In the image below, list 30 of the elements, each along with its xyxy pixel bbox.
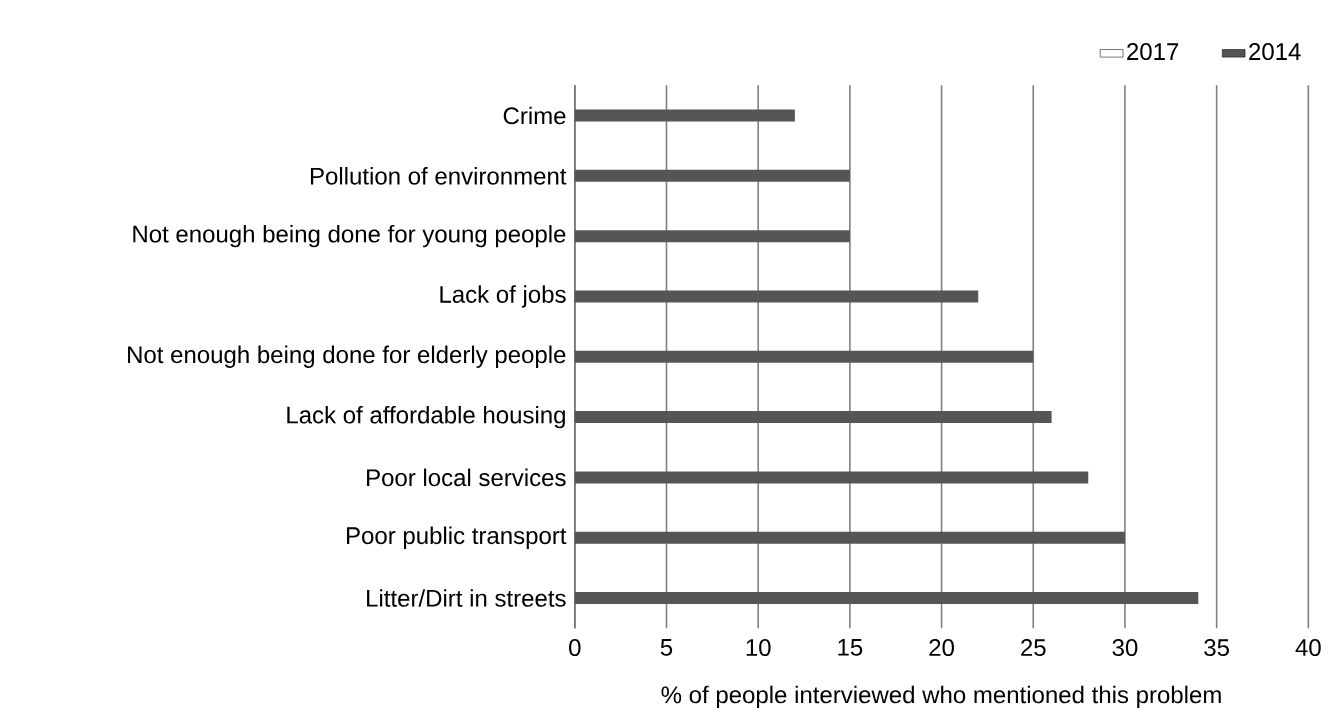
x-tick-label: 15	[838, 639, 863, 656]
bar	[574, 591, 1199, 604]
y-tick-label: Lack of affordable housing	[287, 405, 565, 429]
bar	[574, 169, 850, 182]
bar	[574, 350, 1034, 363]
bar	[574, 230, 850, 243]
x-tick-label: 20	[929, 639, 954, 657]
bar	[574, 410, 1052, 423]
y-tick-label: Poor public transport	[347, 526, 567, 549]
y-tick-label: Crime	[503, 106, 566, 125]
y-tick-label: Litter/Dirt in streets	[367, 589, 566, 607]
bar	[574, 531, 1125, 544]
x-tick-label: 0	[569, 639, 581, 657]
y-tick-label: Poor local services	[367, 468, 566, 487]
legend-label: 2017	[1127, 43, 1179, 61]
x-tick-label: 35	[1204, 639, 1229, 657]
legend-label: 2014	[1249, 43, 1301, 61]
x-tick-label: 5	[660, 639, 673, 656]
x-tick-label: 25	[1021, 639, 1046, 657]
y-tick-label: Pollution of environment	[310, 166, 567, 185]
x-tick-label: 10	[746, 639, 771, 657]
x-tick-label: 30	[1112, 639, 1138, 657]
bar	[574, 471, 1089, 484]
bar	[574, 290, 979, 303]
x-tick-label: 40	[1295, 639, 1321, 657]
bar	[574, 109, 795, 122]
x-axis-title: % of people interviewed who mentioned this problem	[661, 685, 1221, 708]
y-tick-label: Not enough being done for young people	[133, 224, 566, 248]
y-tick-label: Lack of jobs	[440, 285, 566, 308]
y-tick-label: Not enough being done for elderly people	[128, 345, 566, 368]
